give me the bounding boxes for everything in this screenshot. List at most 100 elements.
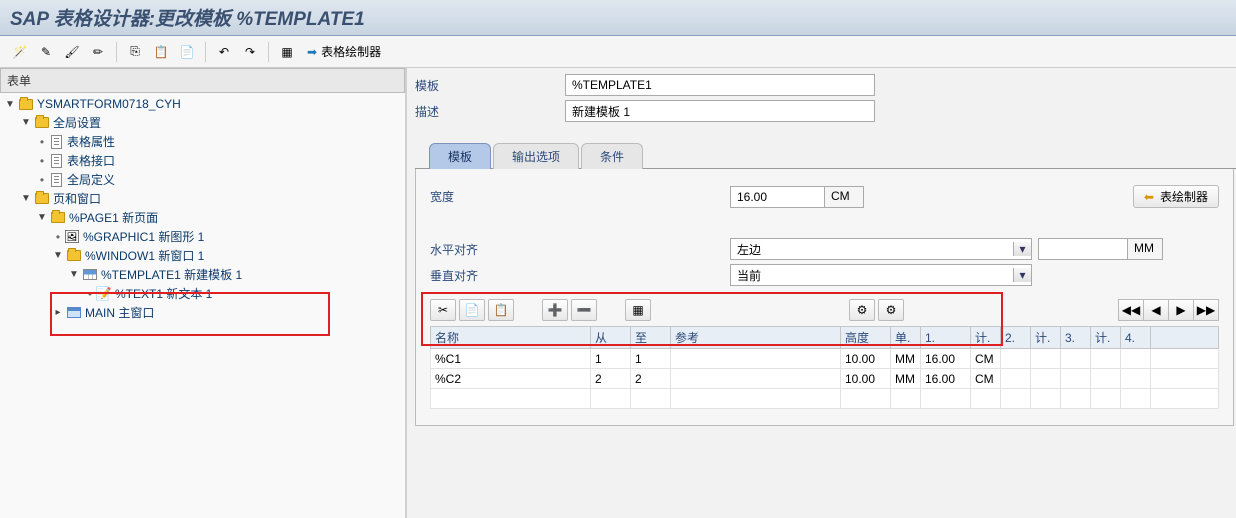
cell-unit[interactable]: MM [891, 349, 921, 369]
col-from[interactable]: 从 [591, 327, 631, 349]
cell-ref[interactable] [671, 369, 841, 389]
tree-main-window[interactable]: ▸ MAIN 主窗口 [4, 303, 401, 322]
grid-row[interactable]: %C2 2 2 10.00 MM 16.00 CM [431, 369, 1219, 389]
tree-global-def[interactable]: • 全局定义 [4, 170, 401, 189]
expand-icon[interactable]: ▸ [52, 307, 64, 319]
tab-condition[interactable]: 条件 [581, 143, 643, 169]
cell-to[interactable]: 1 [631, 349, 671, 369]
cell-from[interactable]: 2 [591, 369, 631, 389]
chevron-down-icon: ▾ [1013, 268, 1031, 282]
brush-icon[interactable]: 🖌 [60, 41, 84, 63]
tab-template[interactable]: 模板 [429, 143, 491, 169]
halign-offset-input[interactable] [1038, 238, 1128, 260]
cell-name[interactable]: %C1 [431, 349, 591, 369]
cell[interactable] [1001, 369, 1031, 389]
undo-icon[interactable]: ↶ [212, 41, 236, 63]
last-icon[interactable]: ▶▶ [1193, 299, 1219, 321]
cell[interactable] [1031, 369, 1061, 389]
col-m2[interactable]: 计. [1031, 327, 1061, 349]
cell[interactable] [1061, 349, 1091, 369]
copy-icon[interactable]: 📄 [459, 299, 485, 321]
cell-v1[interactable]: 16.00 [921, 349, 971, 369]
col-1[interactable]: 1. [921, 327, 971, 349]
tree-table-attr[interactable]: • 表格属性 [4, 132, 401, 151]
col-name[interactable]: 名称 [431, 327, 591, 349]
cell[interactable] [1151, 349, 1219, 369]
cell[interactable] [1001, 349, 1031, 369]
cell[interactable] [1061, 369, 1091, 389]
cell-from[interactable]: 1 [591, 349, 631, 369]
col-2[interactable]: 2. [1001, 327, 1031, 349]
redo-icon[interactable]: ↷ [238, 41, 262, 63]
tree-template1[interactable]: ▼ %TEMPLATE1 新建模板 1 [4, 265, 401, 284]
expand-icon[interactable]: ▼ [20, 117, 32, 129]
expand-icon[interactable]: ▼ [36, 212, 48, 224]
drawer-button[interactable]: ⬅ 表绘制器 [1133, 185, 1219, 208]
cell-name[interactable]: %C2 [431, 369, 591, 389]
valign-dropdown[interactable]: 当前 ▾ [730, 264, 1032, 286]
tree-table-intf[interactable]: • 表格接口 [4, 151, 401, 170]
grid-row[interactable] [431, 389, 1219, 409]
expand-icon[interactable]: ▼ [20, 193, 32, 205]
pencil-icon[interactable]: ✏ [86, 41, 110, 63]
col-4[interactable]: 4. [1121, 327, 1151, 349]
expand-icon[interactable]: ▼ [52, 250, 64, 262]
col-ref[interactable]: 参考 [671, 327, 841, 349]
cell-u1[interactable]: CM [971, 349, 1001, 369]
cell[interactable] [1091, 369, 1121, 389]
tree-page1[interactable]: ▼ %PAGE1 新页面 [4, 208, 401, 227]
col-to[interactable]: 至 [631, 327, 671, 349]
first-icon[interactable]: ◀◀ [1118, 299, 1144, 321]
config2-icon[interactable]: ⚙ [878, 299, 904, 321]
config1-icon[interactable]: ⚙ [849, 299, 875, 321]
cell[interactable] [1121, 369, 1151, 389]
paste-icon[interactable]: 📄 [175, 41, 199, 63]
grid-icon[interactable]: ▦ [275, 41, 299, 63]
tree-global-settings[interactable]: ▼ 全局设置 [4, 113, 401, 132]
grid-row[interactable]: %C1 1 1 10.00 MM 16.00 CM [431, 349, 1219, 369]
tree-window1[interactable]: ▼ %WINDOW1 新窗口 1 [4, 246, 401, 265]
layout-icon[interactable]: ▦ [625, 299, 651, 321]
cell-v1[interactable]: 16.00 [921, 369, 971, 389]
tree-label: 表格属性 [67, 133, 115, 150]
expand-icon[interactable]: ▼ [68, 269, 80, 281]
col-m3[interactable]: 计. [1091, 327, 1121, 349]
tree-text1[interactable]: • 📝 %TEXT1 新文本 1 [4, 284, 401, 303]
width-input[interactable] [730, 186, 825, 208]
cell-height[interactable]: 10.00 [841, 369, 891, 389]
wand-icon[interactable]: 🪄 [8, 41, 32, 63]
table-drawer-button[interactable]: ➡ 表格绘制器 [301, 41, 387, 62]
cell[interactable] [1121, 349, 1151, 369]
cell[interactable] [1091, 349, 1121, 369]
cell[interactable] [1031, 349, 1061, 369]
col-unit[interactable]: 单. [891, 327, 921, 349]
delete-row-icon[interactable]: ➖ [571, 299, 597, 321]
cell-height[interactable]: 10.00 [841, 349, 891, 369]
col-height[interactable]: 高度 [841, 327, 891, 349]
insert-icon[interactable]: ⎘ [123, 41, 147, 63]
desc-input[interactable] [565, 100, 875, 122]
copy-icon[interactable]: 📋 [149, 41, 173, 63]
cell-u1[interactable]: CM [971, 369, 1001, 389]
template-input[interactable] [565, 74, 875, 96]
cut-icon[interactable]: ✂ [430, 299, 456, 321]
template-grid[interactable]: 名称 从 至 参考 高度 单. 1. 计. 2. 计. 3. 计. 4. [430, 326, 1219, 409]
expand-icon[interactable]: ▼ [4, 98, 16, 110]
tree-graphic1[interactable]: • 🖼 %GRAPHIC1 新图形 1 [4, 227, 401, 246]
tree-root[interactable]: ▼ YSMARTFORM0718_CYH [4, 95, 401, 113]
cell-ref[interactable] [671, 349, 841, 369]
tree-page-window[interactable]: ▼ 页和窗口 [4, 189, 401, 208]
edit-icon[interactable]: ✎ [34, 41, 58, 63]
prev-icon[interactable]: ◀ [1143, 299, 1169, 321]
halign-dropdown[interactable]: 左边 ▾ [730, 238, 1032, 260]
paste-icon[interactable]: 📋 [488, 299, 514, 321]
next-icon[interactable]: ▶ [1168, 299, 1194, 321]
insert-row-icon[interactable]: ➕ [542, 299, 568, 321]
halign-row: 水平对齐 左边 ▾ MM [430, 238, 1219, 260]
cell-unit[interactable]: MM [891, 369, 921, 389]
cell-to[interactable]: 2 [631, 369, 671, 389]
col-3[interactable]: 3. [1061, 327, 1091, 349]
tab-output[interactable]: 输出选项 [493, 143, 579, 169]
col-m1[interactable]: 计. [971, 327, 1001, 349]
cell[interactable] [1151, 369, 1219, 389]
